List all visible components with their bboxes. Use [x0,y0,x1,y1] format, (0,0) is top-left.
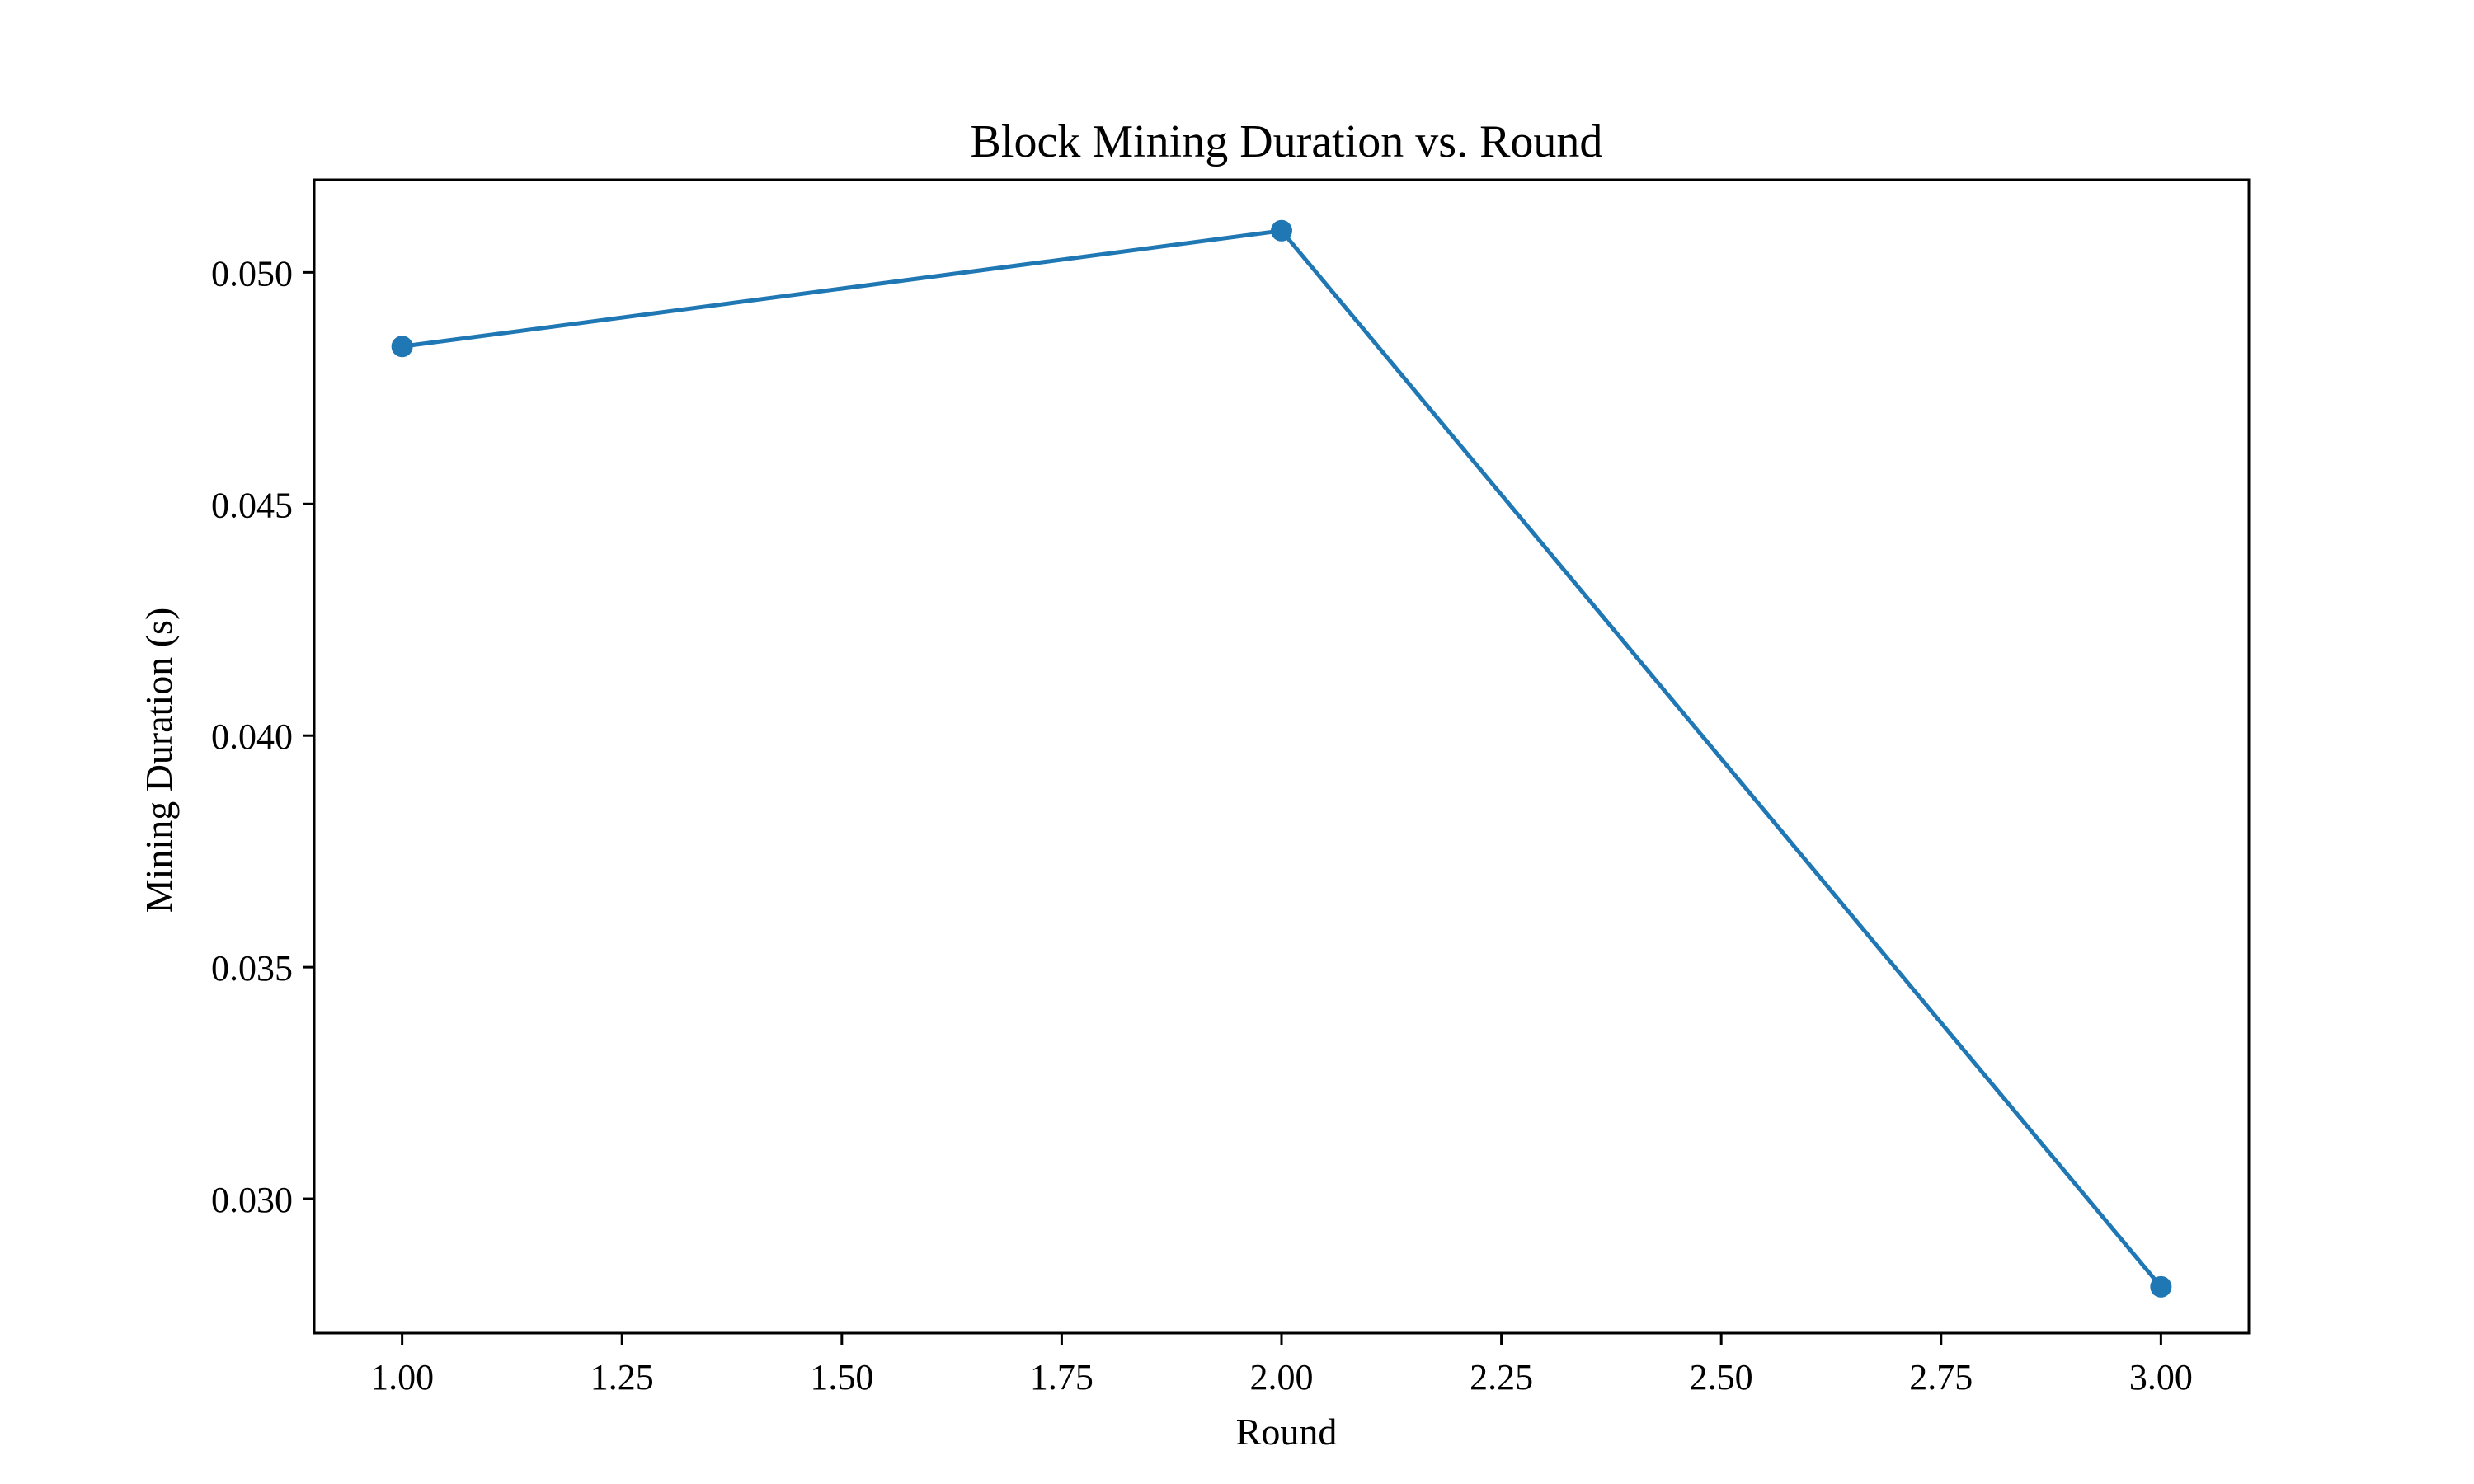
x-tick-label: 2.50 [1690,1357,1753,1397]
y-tick-label: 0.045 [211,485,293,525]
plot-area-frame [313,178,2251,1335]
x-axis-ticks: 1.00 1.25 1.50 1.75 2.00 2.25 2.50 2.75 3.00 [370,1333,2193,1397]
y-tick-label: 0.050 [211,253,293,294]
x-tick-label: 1.75 [1030,1357,1094,1397]
data-point [2150,1275,2172,1298]
chart-title: Block Mining Duration vs. Round [971,116,1603,167]
y-axis-ticks: 0.030 0.035 0.040 0.045 0.050 [211,253,314,1220]
x-tick-label: 1.25 [590,1357,654,1397]
x-axis-label: Round [1236,1411,1338,1453]
x-tick-label: 1.50 [810,1357,873,1397]
y-axis-label: Mining Duration (s) [138,608,180,913]
x-tick-label: 2.00 [1250,1357,1314,1397]
x-tick-label: 1.00 [370,1357,434,1397]
x-tick-label: 2.25 [1470,1357,1533,1397]
y-tick-label: 0.040 [211,716,293,757]
y-tick-label: 0.035 [211,948,293,989]
x-tick-label: 2.75 [1909,1357,1973,1397]
y-tick-label: 0.030 [211,1180,293,1220]
data-point [1271,219,1292,242]
data-point [391,336,413,358]
x-tick-label: 3.00 [2129,1357,2193,1397]
series-layer [391,219,2172,1298]
